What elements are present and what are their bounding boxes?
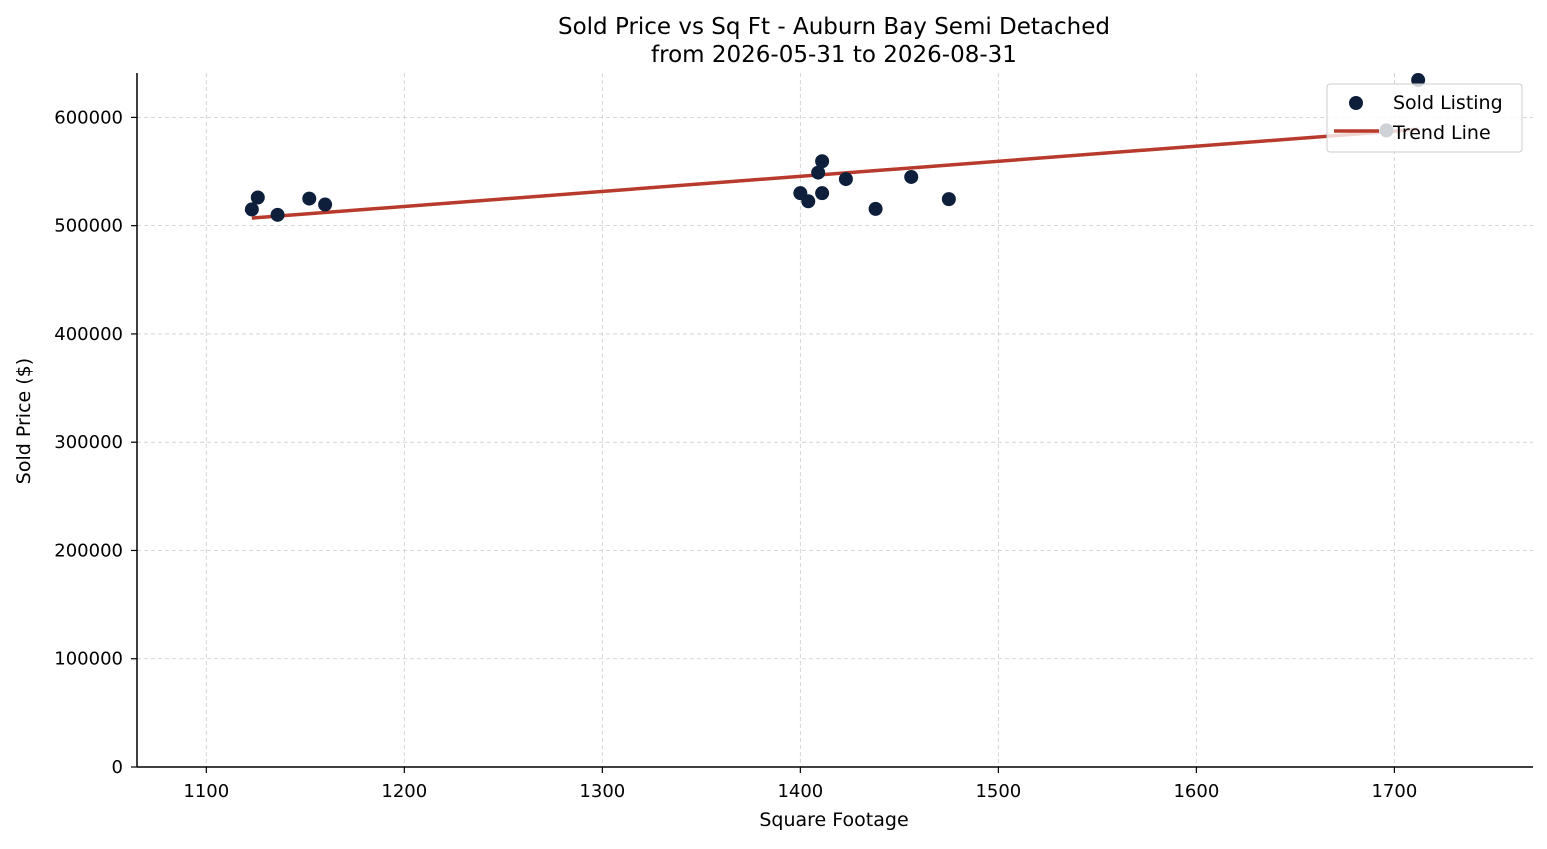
x-tick-label-1200: 1200: [381, 781, 427, 802]
data-point-2: [250, 190, 265, 205]
data-point-4: [302, 191, 317, 206]
y-tick-label-200000: 200000: [54, 540, 123, 561]
data-point-10: [815, 186, 830, 201]
y-axis-label: Sold Price ($): [13, 358, 35, 484]
x-tick-label-1600: 1600: [1173, 781, 1219, 802]
x-tick-label-1300: 1300: [579, 781, 625, 802]
legend: Sold Listing Trend Line: [1326, 83, 1523, 153]
x-tick-label-1100: 1100: [183, 781, 229, 802]
chart-subtitle: from 2026-05-31 to 2026-08-31: [651, 42, 1017, 68]
legend-label-sold-listing: Sold Listing: [1393, 92, 1503, 114]
y-tick-label-0: 0: [112, 757, 123, 778]
x-tick-label-1400: 1400: [777, 781, 823, 802]
y-tick-label-400000: 400000: [54, 324, 123, 345]
y-tick-label-300000: 300000: [54, 432, 123, 453]
y-tick-label-600000: 600000: [54, 107, 123, 128]
legend-box: [1326, 83, 1523, 153]
points-layer: [244, 73, 1426, 222]
x-tick-label-1700: 1700: [1371, 781, 1417, 802]
data-point-11: [838, 172, 853, 187]
x-tick-label-1500: 1500: [975, 781, 1021, 802]
data-point-1: [244, 202, 259, 217]
tick-labels: 1100 1200 1300 1400 1500 1600 1700 0 100000 20000…: [54, 107, 1417, 802]
chart-title: Sold Price vs Sq Ft - Auburn Bay Semi De…: [558, 14, 1110, 40]
data-point-7: [801, 194, 816, 209]
legend-label-trend-line: Trend Line: [1392, 122, 1491, 144]
legend-marker-sold-listing: [1349, 96, 1363, 110]
y-tick-label-100000: 100000: [54, 649, 123, 670]
data-point-12: [868, 201, 883, 216]
data-point-13: [904, 169, 919, 184]
trend-line-layer: [251, 127, 1419, 220]
grid: [137, 73, 1533, 768]
axes: [136, 73, 1533, 768]
data-point-3: [270, 207, 285, 222]
data-point-8: [811, 165, 826, 180]
data-point-14: [941, 192, 956, 207]
x-axis-label: Square Footage: [759, 809, 908, 831]
y-tick-label-500000: 500000: [54, 216, 123, 237]
data-point-5: [318, 197, 333, 212]
data-point-9: [815, 154, 830, 169]
trend-line: [251, 127, 1419, 220]
